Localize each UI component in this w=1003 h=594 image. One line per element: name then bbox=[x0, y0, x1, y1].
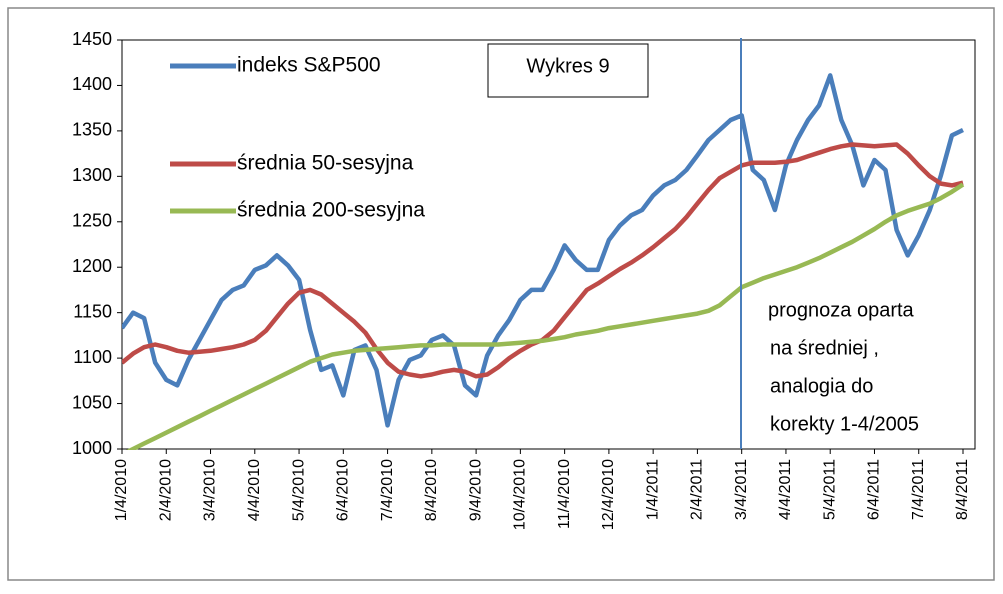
y-tick-label: 1450 bbox=[72, 29, 112, 49]
x-tick-label: 5/4/2010 bbox=[290, 459, 307, 521]
y-tick-label: 1200 bbox=[72, 256, 112, 276]
x-tick-label: 1/4/2010 bbox=[113, 459, 130, 521]
y-tick-label: 1000 bbox=[72, 438, 112, 458]
annotation: korekty 1-4/2005 bbox=[770, 413, 919, 435]
series-line bbox=[126, 182, 965, 450]
series-line bbox=[122, 73, 964, 428]
x-tick-label: 12/4/2010 bbox=[600, 459, 617, 530]
title-box bbox=[487, 43, 649, 98]
x-tick-label: 11/4/2010 bbox=[556, 459, 573, 529]
x-tick-label: 4/4/2011 bbox=[777, 459, 794, 520]
x-tick-label: 8/4/2011 bbox=[954, 459, 971, 520]
x-tick-label: 7/4/2010 bbox=[379, 459, 396, 521]
x-tick-label: 4/4/2010 bbox=[246, 459, 263, 521]
x-tick-label: 8/4/2010 bbox=[423, 459, 440, 521]
x-tick-label: 1/4/2011 bbox=[644, 459, 661, 520]
legend-label: średnia 200-sesyjna bbox=[237, 199, 425, 222]
x-tick-label: 6/4/2011 bbox=[866, 459, 883, 520]
y-tick-label: 1300 bbox=[72, 165, 112, 185]
y-tick-label: 1100 bbox=[73, 347, 112, 367]
x-tick-label: 5/4/2011 bbox=[821, 459, 838, 520]
x-tick-label: 6/4/2010 bbox=[335, 459, 352, 521]
y-tick-label: 1150 bbox=[73, 301, 112, 321]
annotation: analogia do bbox=[770, 375, 873, 397]
chart-border bbox=[7, 7, 995, 581]
x-tick-label: 2/4/2010 bbox=[157, 459, 174, 521]
annotation: na średniej , bbox=[770, 337, 879, 359]
legend-label: indeks S&P500 bbox=[237, 54, 381, 77]
y-tick-label: 1050 bbox=[72, 392, 112, 412]
x-tick-label: 2/4/2011 bbox=[689, 459, 706, 520]
plot-frame bbox=[121, 39, 976, 450]
chart-title: Wykres 9 bbox=[526, 55, 609, 77]
y-tick-label: 1350 bbox=[72, 120, 112, 140]
x-tick-label: 10/4/2010 bbox=[512, 459, 529, 530]
y-tick-label: 1400 bbox=[72, 74, 112, 94]
x-tick-label: 7/4/2011 bbox=[910, 459, 927, 520]
x-tick-label: 9/4/2010 bbox=[467, 459, 484, 521]
x-tick-label: 3/4/2011 bbox=[733, 459, 750, 520]
x-tick-label: 3/4/2010 bbox=[202, 459, 219, 521]
y-tick-label: 1250 bbox=[72, 211, 112, 231]
legend-label: średnia 50-sesyjna bbox=[237, 152, 414, 175]
annotation: prognoza oparta bbox=[768, 299, 915, 321]
series-lines bbox=[122, 73, 965, 450]
